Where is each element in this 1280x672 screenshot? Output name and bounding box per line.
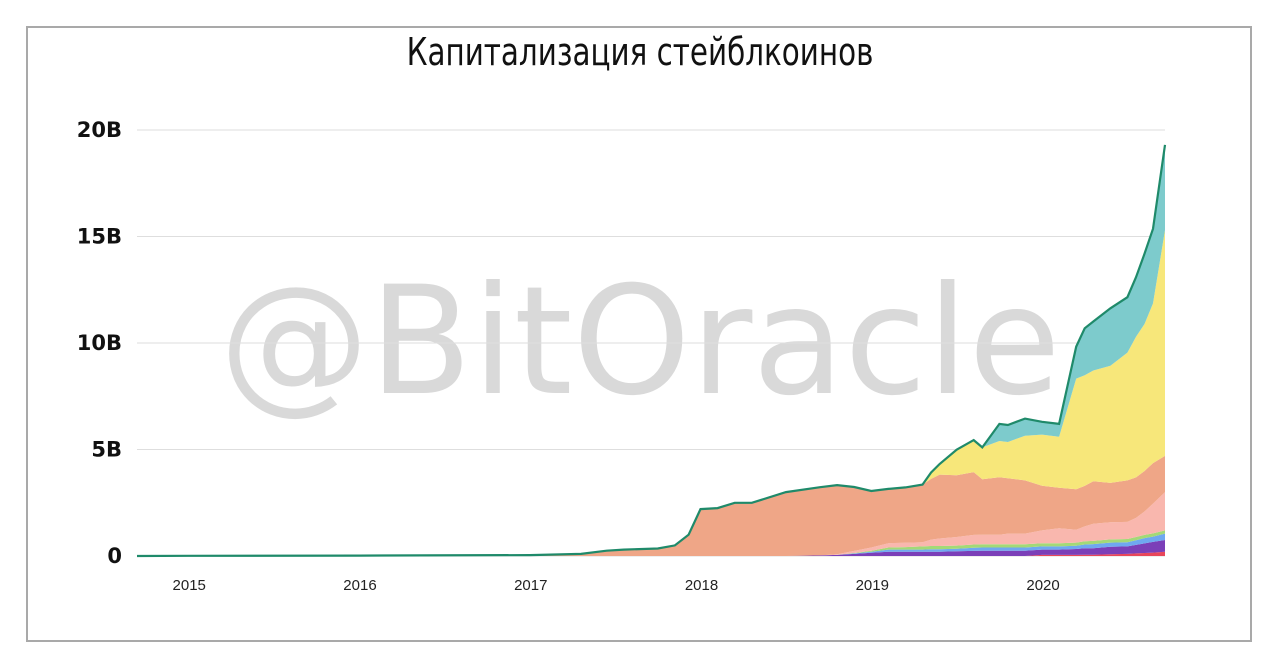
x-tick-label: 2016 <box>343 577 376 594</box>
y-tick-label: 20B <box>77 118 122 142</box>
y-tick-label: 10B <box>77 331 122 355</box>
area-layer <box>136 144 1167 558</box>
x-tick-label: 2018 <box>685 577 718 594</box>
watermark-text: @BitOracle <box>219 255 1060 429</box>
total-outline-line <box>136 144 1167 558</box>
area-series-3 <box>137 533 1165 556</box>
y-tick-label: 5B <box>91 438 122 462</box>
area-series-6 <box>137 455 1165 556</box>
x-tick-label: 2017 <box>514 577 547 594</box>
area-series-2 <box>137 540 1165 556</box>
tick-label-layer: 0 5B 10B 15B 20B 2015 2016 2017 2018 2019 2020 <box>77 118 1060 594</box>
x-tick-label: 2020 <box>1026 577 1059 594</box>
chart-title: Капитализация стейблкоинов <box>406 30 874 74</box>
x-tick-label: 2015 <box>173 577 206 594</box>
area-series-1 <box>137 551 1165 556</box>
y-tick-label: 15B <box>77 225 122 249</box>
x-tick-label: 2019 <box>856 577 889 594</box>
y-tick-label: 0 <box>107 544 122 568</box>
watermark-layer: @BitOracle <box>219 255 1060 429</box>
area-series-4 <box>137 530 1165 556</box>
